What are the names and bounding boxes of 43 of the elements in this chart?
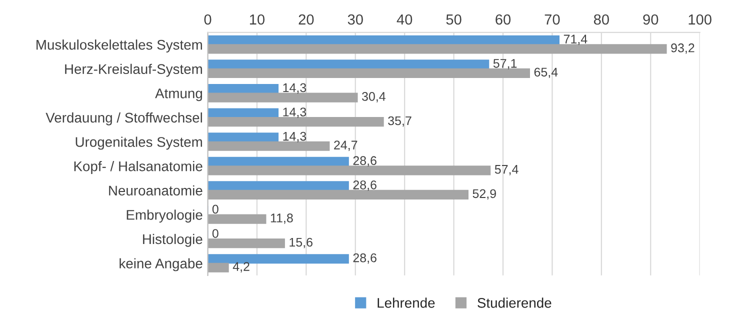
x-tick-label: 10 [250, 14, 265, 25]
x-tick-label: 0 [204, 14, 212, 25]
x-tick-label: 70 [544, 14, 560, 25]
x-tick-label: 100 [688, 14, 712, 25]
data-label: 14,3 [283, 83, 306, 94]
y-tick-label: Kopf- / Halsanatomie [74, 161, 202, 174]
x-tick-label: 80 [594, 14, 609, 25]
y-tick-label: Urogenitales System [76, 136, 202, 150]
data-label: 57,1 [493, 59, 517, 70]
data-label: 24,7 [334, 140, 358, 151]
data-label: 93,2 [671, 43, 694, 54]
data-label: 57,4 [494, 165, 518, 176]
data-label: 71,4 [564, 34, 588, 46]
data-label: 28,6 [353, 156, 376, 167]
y-tick-label: Verdauung / Stoffwechsel [46, 112, 202, 126]
data-label: 14,3 [283, 108, 306, 118]
data-label: 0 [212, 229, 218, 238]
x-tick-label: 20 [298, 14, 314, 25]
x-tick-label: 50 [446, 14, 462, 25]
legend-label: Lehrende [378, 298, 435, 308]
data-label: 28,6 [353, 180, 376, 191]
y-tick-label: Atmung [155, 88, 202, 102]
y-tick-label: keine Angabe [120, 258, 202, 272]
data-label: 15,6 [290, 238, 312, 248]
data-label: 52,9 [472, 189, 496, 200]
x-tick-label: 90 [643, 14, 658, 25]
data-label: 11,8 [270, 214, 293, 224]
data-label: 30,4 [362, 92, 386, 102]
data-label: 4,2 [232, 262, 250, 272]
y-tick-label: Neuroanatomie [109, 185, 202, 196]
y-tick-label: Embryologie [126, 210, 202, 223]
x-tick-label: 30 [348, 14, 363, 25]
y-tick-label: Herz-Kreislauf-System [65, 64, 202, 77]
y-tick-label: Muskuloskelettales System [36, 40, 202, 52]
data-label: 14,3 [283, 132, 306, 142]
y-tick-label: Histologie [143, 234, 202, 247]
x-tick-label: 60 [496, 14, 511, 25]
data-label: 35,7 [388, 116, 412, 127]
data-label: 0 [212, 204, 218, 214]
legend-label: Studierende [478, 298, 552, 308]
data-label: 65,4 [534, 68, 558, 78]
data-label: 28,6 [353, 253, 376, 264]
x-tick-label: 40 [396, 14, 412, 25]
